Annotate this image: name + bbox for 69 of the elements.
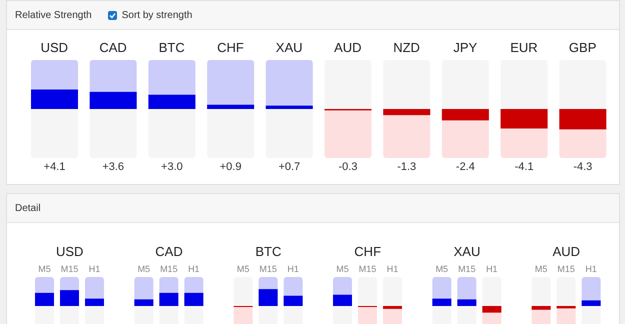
bar: [383, 306, 402, 309]
bar: [184, 292, 204, 306]
bar: [134, 299, 154, 306]
bar: [266, 106, 313, 109]
text: H1: [486, 264, 498, 274]
bar: [148, 94, 196, 109]
x-tick-label: USD: [56, 244, 84, 259]
text: M15: [358, 264, 376, 274]
bar: [284, 296, 303, 306]
text: M15: [458, 264, 476, 274]
x-tick-label: CHF: [217, 40, 244, 55]
bar: [383, 109, 430, 116]
data-label: -0.3: [338, 161, 358, 173]
bar: [207, 104, 254, 109]
chart-title: Detail: [15, 202, 41, 214]
x-tick-label: CAD: [99, 40, 127, 55]
bar: [442, 109, 489, 120]
data-label: +0.9: [220, 161, 242, 173]
text: M15: [60, 264, 78, 274]
text: M5: [436, 264, 448, 274]
x-tick-label: EUR: [510, 40, 538, 55]
text: M15: [160, 264, 178, 274]
bar: [159, 292, 178, 306]
x-tick-label: AUD: [552, 244, 580, 259]
data-label: +0.7: [278, 161, 300, 173]
text: M15: [557, 264, 575, 274]
bar: [500, 109, 548, 128]
text: H1: [188, 264, 200, 274]
data-label: -4.1: [514, 161, 534, 173]
bar: [333, 294, 352, 306]
x-tick-label: XAU: [454, 244, 480, 259]
bar: [457, 299, 476, 306]
data-label: +3.0: [161, 161, 183, 173]
bar: [532, 306, 551, 310]
text: H1: [585, 264, 597, 274]
x-tick-label: JPY: [453, 40, 478, 55]
text: M5: [336, 264, 349, 274]
text: M5: [38, 264, 51, 274]
bar: [31, 90, 78, 109]
x-tick-label: AUD: [334, 40, 362, 55]
data-label: -2.4: [456, 161, 475, 173]
x-tick-label: NZD: [393, 40, 420, 55]
x-tick-label: USD: [40, 40, 68, 55]
bar: [482, 306, 502, 313]
data-label: -1.3: [397, 161, 416, 173]
data-label: +3.6: [102, 161, 124, 173]
text: M5: [236, 264, 250, 274]
x-tick-label: CHF: [354, 244, 382, 259]
bar: [582, 300, 601, 306]
text: M5: [534, 264, 548, 274]
x-tick-label: XAU: [276, 40, 303, 55]
bar: [90, 92, 137, 109]
text: Sort by strength: [122, 10, 192, 20]
data-label: -4.3: [573, 161, 592, 173]
x-tick-label: CAD: [155, 244, 183, 259]
series-label: M15: [259, 264, 277, 274]
x-tick-label: GBP: [568, 40, 596, 55]
x-tick-label: BTC: [255, 244, 282, 259]
data-label: +4.1: [44, 161, 66, 173]
bar: [35, 292, 54, 306]
x-tick-label: BTC: [158, 40, 185, 55]
text: M5: [138, 264, 150, 274]
bar: [432, 298, 452, 306]
text: H1: [88, 264, 100, 274]
chart-title: Relative Strength: [15, 10, 92, 20]
text: H1: [386, 264, 398, 274]
text: H1: [287, 264, 299, 274]
bar: [559, 109, 606, 130]
bar: [85, 298, 104, 306]
